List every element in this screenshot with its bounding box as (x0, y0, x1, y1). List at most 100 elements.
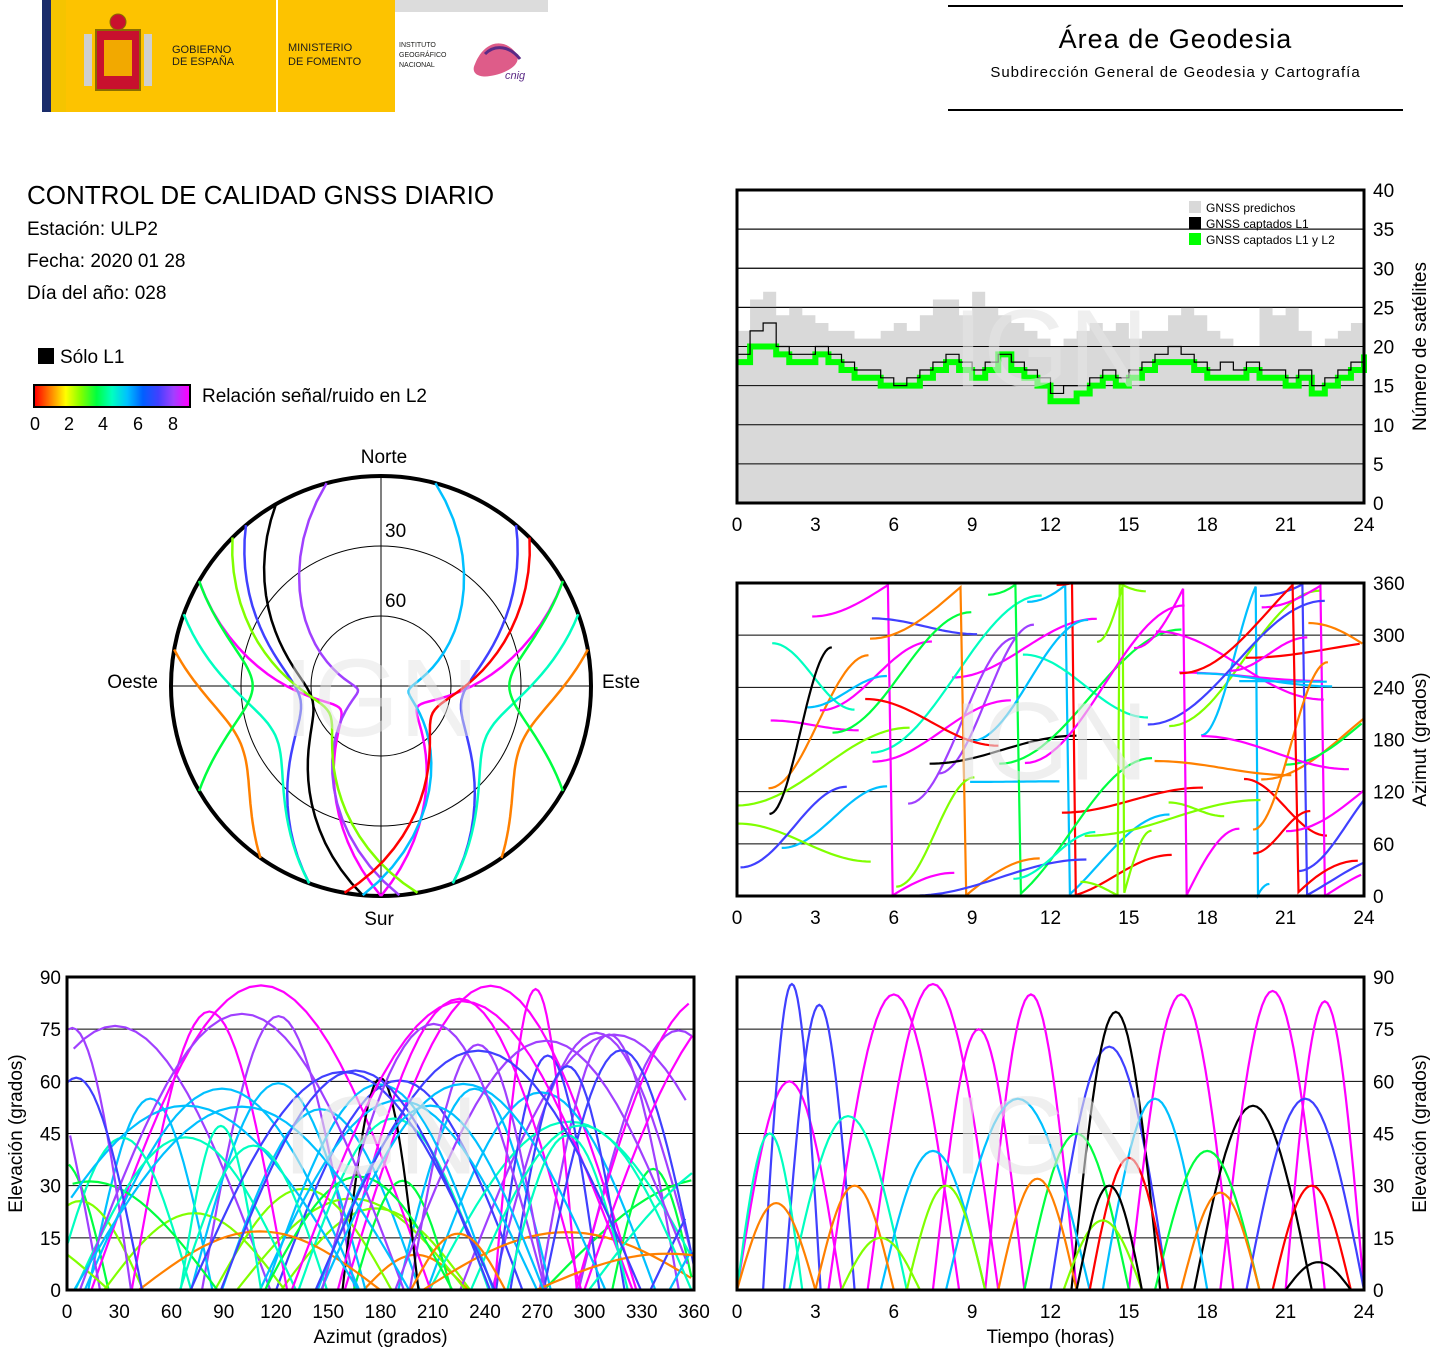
snr-tick-0: 0 (30, 414, 41, 434)
skyplot-arc (243, 524, 311, 884)
elevation-azimuth-xtick-label: 150 (312, 1302, 344, 1323)
ign-line-1: INSTITUTO (399, 42, 436, 49)
elevation-azimuth-ylabel: Elevación (grados) (6, 1054, 27, 1212)
legend-swatch (1189, 233, 1201, 245)
elevation-track (72, 1180, 219, 1291)
elevation-pass (1219, 989, 1326, 1291)
satellite-count-xtick-label: 24 (1353, 515, 1375, 536)
elevation-track (73, 1105, 411, 1291)
elevation-track (574, 1002, 690, 1291)
azimuth-time-xtick-label: 12 (1040, 908, 1061, 929)
elevation-track (583, 1035, 694, 1291)
elevation-time-data (735, 982, 1366, 1291)
skyplot-arc (197, 580, 254, 792)
elevation-azimuth-xtick-label: 90 (213, 1302, 234, 1323)
skyplot-ring-60-label: 60 (385, 591, 406, 612)
azimuth-track (1285, 722, 1363, 766)
satellite-count-ytick-label: 40 (1373, 181, 1394, 202)
date-label: Fecha: 2020 01 28 (27, 251, 186, 272)
azimuth-track (1179, 582, 1358, 895)
azimuth-track (938, 623, 1035, 775)
elevation-pass (1101, 1097, 1209, 1291)
elevation-pass (1180, 1191, 1261, 1291)
skyplot-arcs: IGN (173, 482, 589, 897)
elevation-track (352, 1179, 453, 1291)
azimuth-track (1297, 800, 1365, 873)
elevation-azimuth-ytick-label: 0 (50, 1281, 61, 1302)
elevation-pass (1284, 1000, 1366, 1291)
azimuth-track (869, 584, 1040, 898)
azimuth-track (913, 858, 1087, 897)
satellite-count-ytick-label: 30 (1373, 259, 1394, 280)
elevation-track (66, 1136, 193, 1291)
elevation-pass (735, 1080, 843, 1291)
azimuth-track (970, 618, 1089, 743)
azimuth-track (1261, 583, 1362, 898)
azimuth-track (736, 726, 910, 807)
elevation-track (543, 1179, 692, 1291)
azimuth-track (1252, 661, 1329, 831)
elevation-azimuth-watermark: IGN (283, 1075, 479, 1198)
elevation-track (668, 1250, 693, 1291)
ministry-logo: MINISTERIO DE FOMENTO (278, 0, 395, 112)
elevation-azimuth-ytick-label: 30 (40, 1177, 61, 1198)
azimuth-track (740, 785, 847, 869)
elevation-track (74, 1136, 297, 1291)
elevation-pass (1193, 1104, 1313, 1291)
azimuth-time-ytick-label: 300 (1373, 626, 1405, 647)
elevation-track (469, 1124, 693, 1291)
elevation-azimuth-xtick-label: 210 (417, 1302, 449, 1323)
azimuth-track (819, 640, 932, 712)
elevation-track (200, 1014, 356, 1291)
elevation-time-chart: 0 15 30 45 60 75 90 0 3 6 9 12 15 18 21 24 Elevación (gr… (732, 968, 1431, 1348)
area-title: Área de Geodesia (1058, 24, 1293, 54)
elevation-track (178, 1144, 329, 1291)
azimuth-time-xtick-label: 15 (1118, 908, 1139, 929)
azimuth-track (1168, 801, 1225, 818)
azimuth-track (812, 583, 955, 898)
elevation-track (491, 1031, 695, 1291)
government-logo: GOBIERNO DE ESPAÑA (66, 0, 276, 112)
elevation-azimuth-xtick-label: 120 (260, 1302, 292, 1323)
elevation-track (297, 1117, 490, 1291)
skyplot-arc (500, 648, 589, 859)
azimuth-track (832, 611, 972, 734)
elevation-pass (1088, 1156, 1170, 1291)
cnig-text: cnig (505, 70, 526, 82)
elevation-track (68, 1026, 133, 1291)
elevation-track (588, 1172, 693, 1291)
satellite-count-xtick-label: 18 (1197, 515, 1218, 536)
satellite-count-watermark: IGN (953, 288, 1149, 411)
skyplot-arc (361, 482, 466, 897)
azimuth-track (1259, 582, 1365, 897)
elevation-track (542, 1049, 695, 1291)
azimuth-time-frame (735, 581, 1366, 898)
azimuth-time-ytick-label: 180 (1373, 731, 1405, 752)
azimuth-track (1013, 830, 1096, 880)
elevation-time-ytick-label: 0 (1373, 1281, 1384, 1302)
l1-only-swatch (38, 348, 54, 364)
azimuth-time-data (736, 581, 1365, 900)
elevation-pass (944, 1097, 1091, 1291)
header-rule-bottom (948, 109, 1403, 111)
azimuth-time-xtick-label: 6 (888, 908, 899, 929)
elevation-track (90, 984, 432, 1291)
satellite-count-ytick-label: 20 (1373, 338, 1394, 359)
azimuth-track (1261, 717, 1365, 781)
coat-of-arms-icon (84, 13, 152, 91)
elevation-pass (1245, 1097, 1366, 1291)
azimuth-time-xtick-label: 18 (1197, 908, 1218, 929)
skyplot-ring-30-label: 30 (385, 521, 406, 542)
elevation-time-xtick-label: 24 (1353, 1302, 1375, 1323)
elevation-track (264, 1175, 454, 1291)
elevation-time-ytick-label: 45 (1373, 1125, 1394, 1146)
legend-label: GNSS captados L1 y L2 (1206, 233, 1335, 247)
station-label: Estación: ULP2 (27, 219, 158, 240)
header-rule-top (948, 5, 1403, 7)
snr-tick-2: 2 (64, 414, 75, 434)
legend-swatch (1189, 217, 1201, 229)
elevation-pass (1062, 1219, 1143, 1291)
azimuth-track (1201, 735, 1349, 771)
azimuth-track (1154, 759, 1292, 777)
satellite-count-ytick-label: 5 (1373, 455, 1384, 476)
